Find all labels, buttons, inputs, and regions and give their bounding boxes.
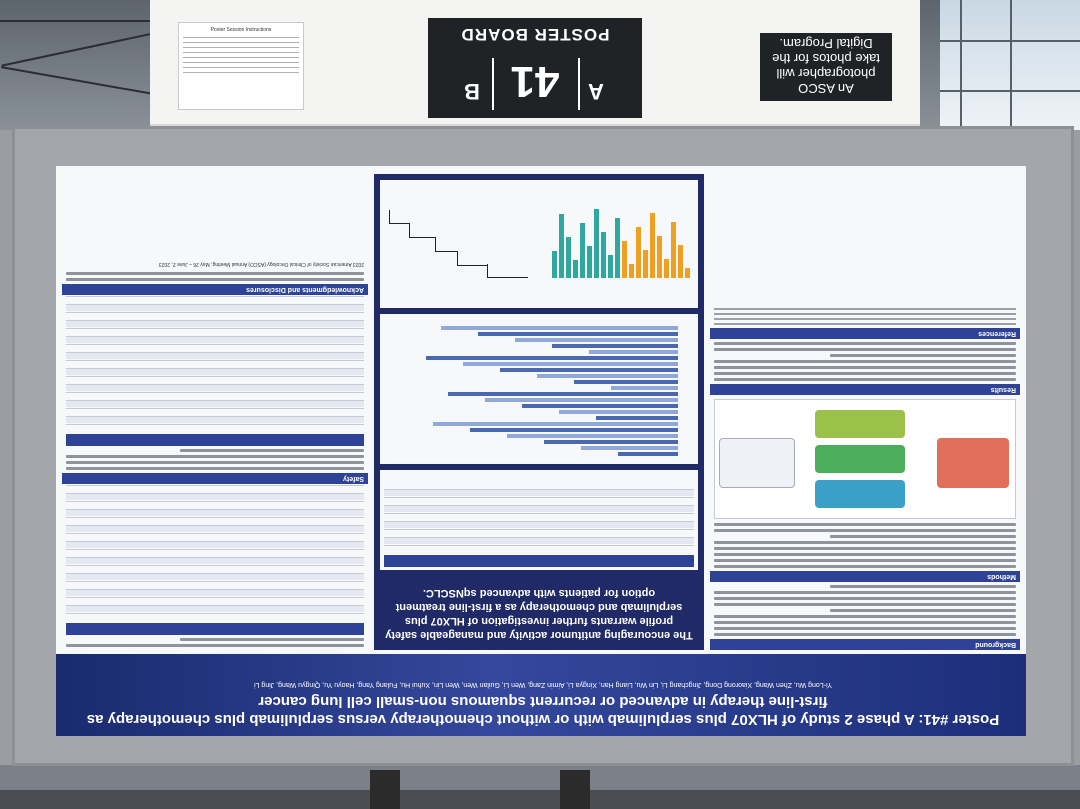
waterfall-bar	[566, 237, 571, 278]
poster-conclusion: The encouraging antitumor activity and m…	[385, 587, 693, 641]
waterfall-bar	[559, 214, 564, 278]
floor-shadow	[0, 790, 1080, 809]
swimmer-bar	[574, 380, 678, 384]
section-heading-background: Background	[710, 639, 1020, 650]
swimmer-bar	[596, 416, 678, 420]
poster-board-sign: POSTER BOARD 41 A B	[428, 18, 642, 118]
poster-left-column: Background Methods Results	[710, 174, 1020, 650]
section-heading-methods: Methods	[710, 571, 1020, 582]
waterfall-bar	[601, 232, 606, 278]
flow-box-population	[937, 438, 1009, 488]
research-poster: Poster #41: A phase 2 study of HLX07 plu…	[56, 166, 1026, 736]
swimmer-bar	[478, 332, 678, 336]
section-heading-acknowledgments: Acknowledgments and Disclosures	[62, 284, 368, 295]
visitor-leg	[560, 770, 590, 809]
poster-middle-column: The encouraging antitumor activity and m…	[374, 174, 704, 650]
instruction-sheet: Poster Session Instructions	[178, 22, 304, 110]
km-curve-step	[487, 264, 488, 278]
swimmer-bar	[448, 392, 678, 396]
km-curve-segment	[458, 265, 488, 266]
swimmer-bar	[544, 440, 678, 444]
swimmer-bar	[515, 338, 678, 342]
waterfall-bar	[608, 255, 613, 278]
flow-box-group-a	[815, 480, 905, 508]
swimmer-bar	[470, 428, 678, 432]
poster-board-number: 41	[510, 57, 560, 106]
swimmer-bar	[426, 356, 678, 360]
km-curve-segment	[436, 251, 458, 252]
km-curve-step	[389, 210, 390, 224]
poster-right-column: Safety Acknowledgments and Disclosures 2…	[62, 174, 368, 650]
study-design-figure	[714, 399, 1016, 519]
swimmer-bar	[441, 326, 678, 330]
board-side-b: B	[464, 79, 480, 104]
swimmer-bar	[463, 362, 678, 366]
waterfall-bar	[678, 245, 683, 278]
photographer-notice: An ASCO photographer will take photos fo…	[760, 33, 892, 101]
waterfall-bar	[594, 209, 599, 278]
waterfall-bar	[552, 251, 557, 278]
visitor-leg	[370, 770, 400, 809]
swimmer-bar	[589, 350, 678, 354]
flow-box-group-b	[815, 445, 905, 473]
flow-box-endpoints	[719, 438, 795, 488]
swimmer-bar	[611, 386, 678, 390]
km-curve-step	[457, 252, 458, 266]
waterfall-bar	[650, 213, 655, 278]
hall-window	[940, 0, 1080, 130]
swimmer-bar	[581, 446, 678, 450]
section-heading-references: References	[710, 328, 1020, 339]
waterfall-bar	[573, 260, 578, 278]
swimmer-plot	[380, 314, 698, 464]
swimmer-bar	[507, 434, 678, 438]
waterfall-and-km-plots	[380, 180, 698, 308]
swimmer-bar	[522, 404, 678, 408]
swimmer-bar	[537, 374, 678, 378]
poster-banner: Poster #41: A phase 2 study of HLX07 plu…	[56, 654, 1026, 736]
swimmer-bar	[552, 344, 678, 348]
section-heading-results: Results	[710, 384, 1020, 395]
poster-board-title: POSTER BOARD	[460, 25, 610, 44]
waterfall-bar	[636, 227, 641, 278]
swimmer-bar	[485, 398, 678, 402]
waterfall-bar	[615, 218, 620, 278]
flow-box-group-c	[815, 410, 905, 438]
waterfall-bar	[622, 241, 627, 278]
waterfall-bar	[643, 250, 648, 278]
section-heading-safety: Safety	[62, 473, 368, 484]
efficacy-table	[380, 470, 698, 570]
ceiling-truss	[0, 20, 160, 22]
swimmer-bar	[433, 422, 678, 426]
waterfall-bar	[629, 264, 634, 278]
waterfall-bar	[664, 259, 669, 278]
meeting-footer: 2023 American Society of Clinical Oncolo…	[158, 261, 364, 267]
instruction-sheet-title: Poster Session Instructions	[210, 27, 272, 33]
swimmer-bar	[500, 368, 678, 372]
waterfall-bar	[685, 268, 690, 278]
km-curve-segment	[410, 237, 436, 238]
waterfall-bar	[587, 246, 592, 278]
km-curve-segment	[390, 223, 410, 224]
km-curve-step	[409, 224, 410, 238]
km-curve-step	[435, 238, 436, 252]
swimmer-bar	[618, 452, 678, 456]
waterfall-bar	[657, 236, 662, 278]
poster-title: Poster #41: A phase 2 study of HLX07 plu…	[86, 693, 1000, 728]
board-side-a: A	[588, 79, 604, 104]
km-curve-segment	[488, 277, 528, 278]
waterfall-bar	[580, 223, 585, 278]
waterfall-bar	[671, 222, 676, 278]
swimmer-bar	[559, 410, 678, 414]
poster-authors: Yi-Long Wu, Zhen Wang, Xiaorong Dong, Ji…	[254, 681, 832, 688]
